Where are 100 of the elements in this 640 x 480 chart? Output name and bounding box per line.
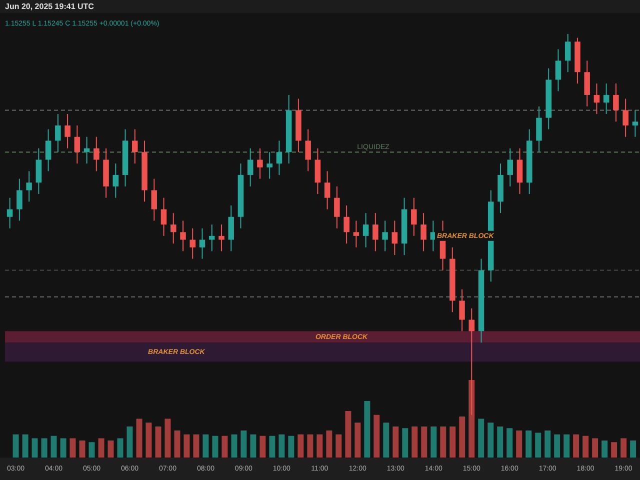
bar	[231, 434, 238, 458]
candlestick	[266, 152, 272, 180]
bar	[79, 440, 86, 458]
bar	[298, 434, 304, 458]
candlestick	[594, 83, 600, 115]
candlestick	[372, 212, 378, 252]
candlestick	[334, 186, 340, 229]
candlestick	[613, 83, 619, 122]
candlestick	[247, 148, 254, 187]
bar	[374, 414, 380, 458]
candlestick	[218, 224, 224, 252]
bar	[582, 436, 589, 458]
bar	[526, 430, 532, 458]
candlestick	[564, 34, 571, 73]
bar	[506, 428, 513, 458]
candlestick	[622, 98, 628, 138]
bar	[430, 426, 437, 458]
bar	[354, 422, 361, 458]
bar	[41, 438, 48, 458]
bar	[164, 418, 171, 458]
candlestick	[228, 204, 234, 252]
candlestick	[26, 170, 32, 202]
candlestick	[507, 148, 513, 187]
bar	[336, 434, 342, 458]
candlestick	[36, 148, 42, 195]
bar	[564, 434, 570, 458]
candlestick	[555, 48, 562, 92]
bar	[383, 422, 390, 458]
bar	[126, 426, 133, 458]
candlestick	[516, 148, 523, 195]
candlestick	[584, 60, 590, 107]
bar	[326, 430, 332, 458]
candlestick	[151, 178, 158, 222]
bar	[202, 434, 209, 458]
bar	[288, 436, 294, 458]
bar	[316, 434, 323, 458]
bar	[412, 426, 418, 458]
bar	[392, 426, 399, 458]
bar	[212, 436, 218, 458]
bar	[32, 438, 38, 458]
candlestick	[632, 110, 638, 138]
bar	[174, 430, 180, 458]
bar	[516, 430, 522, 458]
candlestick	[276, 140, 282, 176]
bar	[364, 400, 370, 458]
candlestick	[112, 163, 119, 198]
bar	[88, 442, 95, 458]
bar	[459, 416, 466, 458]
candlestick	[257, 148, 263, 180]
bar	[630, 440, 636, 458]
candlestick	[411, 197, 417, 236]
bar	[278, 434, 285, 458]
candlestick	[170, 212, 176, 244]
candlestick	[45, 128, 52, 172]
bar	[421, 426, 428, 458]
bar	[602, 440, 608, 458]
bar	[117, 438, 124, 458]
bar	[573, 434, 580, 458]
candlestick	[94, 136, 100, 172]
bar	[468, 380, 475, 458]
bar	[402, 428, 408, 458]
bar	[146, 422, 152, 458]
candlestick	[16, 178, 22, 222]
bar	[592, 438, 598, 458]
candlestick	[74, 124, 80, 164]
candlestick	[353, 220, 360, 248]
bar	[240, 430, 247, 458]
bar	[250, 434, 256, 458]
candlestick	[603, 83, 610, 115]
bar	[620, 438, 627, 458]
bar	[70, 438, 76, 458]
bar	[450, 426, 456, 458]
candlestick	[344, 204, 350, 244]
candlestick	[382, 220, 388, 252]
candlestick	[420, 212, 426, 252]
bar	[193, 434, 200, 458]
bar	[108, 440, 114, 458]
candlestick	[199, 228, 206, 260]
bar	[544, 430, 551, 458]
bar	[260, 436, 266, 458]
candlestick	[190, 228, 196, 260]
bar	[222, 436, 228, 458]
bar	[478, 418, 484, 458]
bar	[307, 434, 314, 458]
bar	[12, 434, 19, 458]
bar	[184, 434, 190, 458]
candlestick	[324, 170, 330, 210]
candlestick	[314, 148, 321, 195]
bar	[22, 434, 28, 458]
candlestick	[459, 288, 465, 332]
chart-title: Jun 20, 2025 19:41 UTC	[5, 2, 94, 12]
bar	[497, 426, 504, 458]
bar	[50, 436, 57, 458]
bar	[345, 411, 352, 458]
bar	[269, 436, 276, 458]
bar	[155, 426, 162, 458]
candlestick	[55, 114, 61, 153]
bar	[554, 434, 560, 458]
bar	[611, 442, 618, 458]
candlestick	[160, 197, 167, 236]
